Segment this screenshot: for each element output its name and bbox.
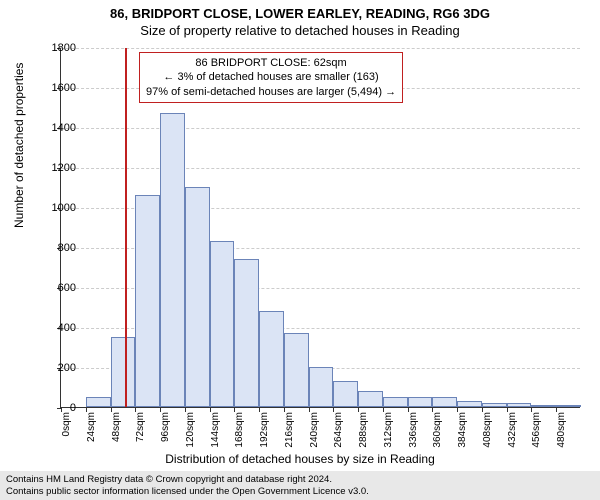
annotation-line: 86 BRIDPORT CLOSE: 62sqm: [146, 56, 396, 70]
y-tick-label: 1600: [52, 82, 76, 94]
annotation-line: ← 3% of detached houses are smaller (163…: [146, 70, 396, 84]
x-tick-label: 48sqm: [111, 412, 122, 442]
x-tick-label: 264sqm: [333, 412, 344, 448]
x-tick-label: 408sqm: [482, 412, 493, 448]
y-tick-label: 1000: [52, 202, 76, 214]
histogram-bar: [408, 397, 433, 407]
x-tick-label: 0sqm: [61, 412, 72, 436]
reference-line: [125, 48, 127, 407]
histogram-bar: [111, 337, 136, 407]
x-tick-label: 432sqm: [507, 412, 518, 448]
histogram-bar: [135, 195, 160, 407]
y-tick-label: 1800: [52, 42, 76, 54]
histogram-bar: [309, 367, 334, 407]
histogram-bar: [531, 405, 556, 407]
histogram-bar: [333, 381, 358, 407]
page-title: 86, BRIDPORT CLOSE, LOWER EARLEY, READIN…: [0, 0, 600, 21]
histogram-bar: [482, 403, 507, 407]
histogram-bar: [185, 187, 210, 407]
histogram-bar: [358, 391, 383, 407]
y-tick-label: 600: [58, 282, 76, 294]
y-tick-label: 0: [70, 402, 76, 414]
x-tick-label: 24sqm: [86, 412, 97, 442]
histogram-bar: [160, 113, 185, 407]
x-tick-label: 72sqm: [135, 412, 146, 442]
x-tick-label: 312sqm: [383, 412, 394, 448]
histogram-bar: [432, 397, 457, 407]
y-tick-label: 1200: [52, 162, 76, 174]
x-tick-label: 384sqm: [457, 412, 468, 448]
x-tick-label: 456sqm: [531, 412, 542, 448]
y-axis-label: Number of detached properties: [12, 63, 26, 228]
histogram-bar: [556, 405, 581, 407]
footer-line: Contains HM Land Registry data © Crown c…: [6, 474, 594, 485]
footer-line: Contains public sector information licen…: [6, 486, 594, 497]
histogram-bar: [210, 241, 235, 407]
annotation-line: 97% of semi-detached houses are larger (…: [146, 85, 396, 99]
x-tick-label: 336sqm: [408, 412, 419, 448]
histogram-bar: [234, 259, 259, 407]
y-tick-label: 800: [58, 242, 76, 254]
gridline: [61, 48, 580, 49]
y-tick-label: 400: [58, 322, 76, 334]
x-tick-label: 96sqm: [160, 412, 171, 442]
histogram-bar: [86, 397, 111, 407]
x-tick-label: 192sqm: [259, 412, 270, 448]
x-tick-label: 120sqm: [185, 412, 196, 448]
histogram-bar: [284, 333, 309, 407]
histogram-bar: [259, 311, 284, 407]
x-axis-label: Distribution of detached houses by size …: [0, 452, 600, 466]
x-tick-label: 168sqm: [234, 412, 245, 448]
gridline: [61, 128, 580, 129]
x-tick-label: 480sqm: [556, 412, 567, 448]
histogram-bar: [457, 401, 482, 407]
histogram-bar: [507, 403, 532, 407]
annotation-box: 86 BRIDPORT CLOSE: 62sqm← 3% of detached…: [139, 52, 403, 103]
x-tick-label: 144sqm: [210, 412, 221, 448]
page-subtitle: Size of property relative to detached ho…: [0, 21, 600, 38]
x-tick-label: 216sqm: [284, 412, 295, 448]
x-tick-label: 288sqm: [358, 412, 369, 448]
histogram-bar: [383, 397, 408, 407]
x-tick-label: 240sqm: [309, 412, 320, 448]
gridline: [61, 168, 580, 169]
x-tick-label: 360sqm: [432, 412, 443, 448]
attribution-footer: Contains HM Land Registry data © Crown c…: [0, 471, 600, 500]
y-tick-label: 1400: [52, 122, 76, 134]
y-tick-label: 200: [58, 362, 76, 374]
histogram-chart: 0sqm24sqm48sqm72sqm96sqm120sqm144sqm168s…: [60, 48, 580, 408]
